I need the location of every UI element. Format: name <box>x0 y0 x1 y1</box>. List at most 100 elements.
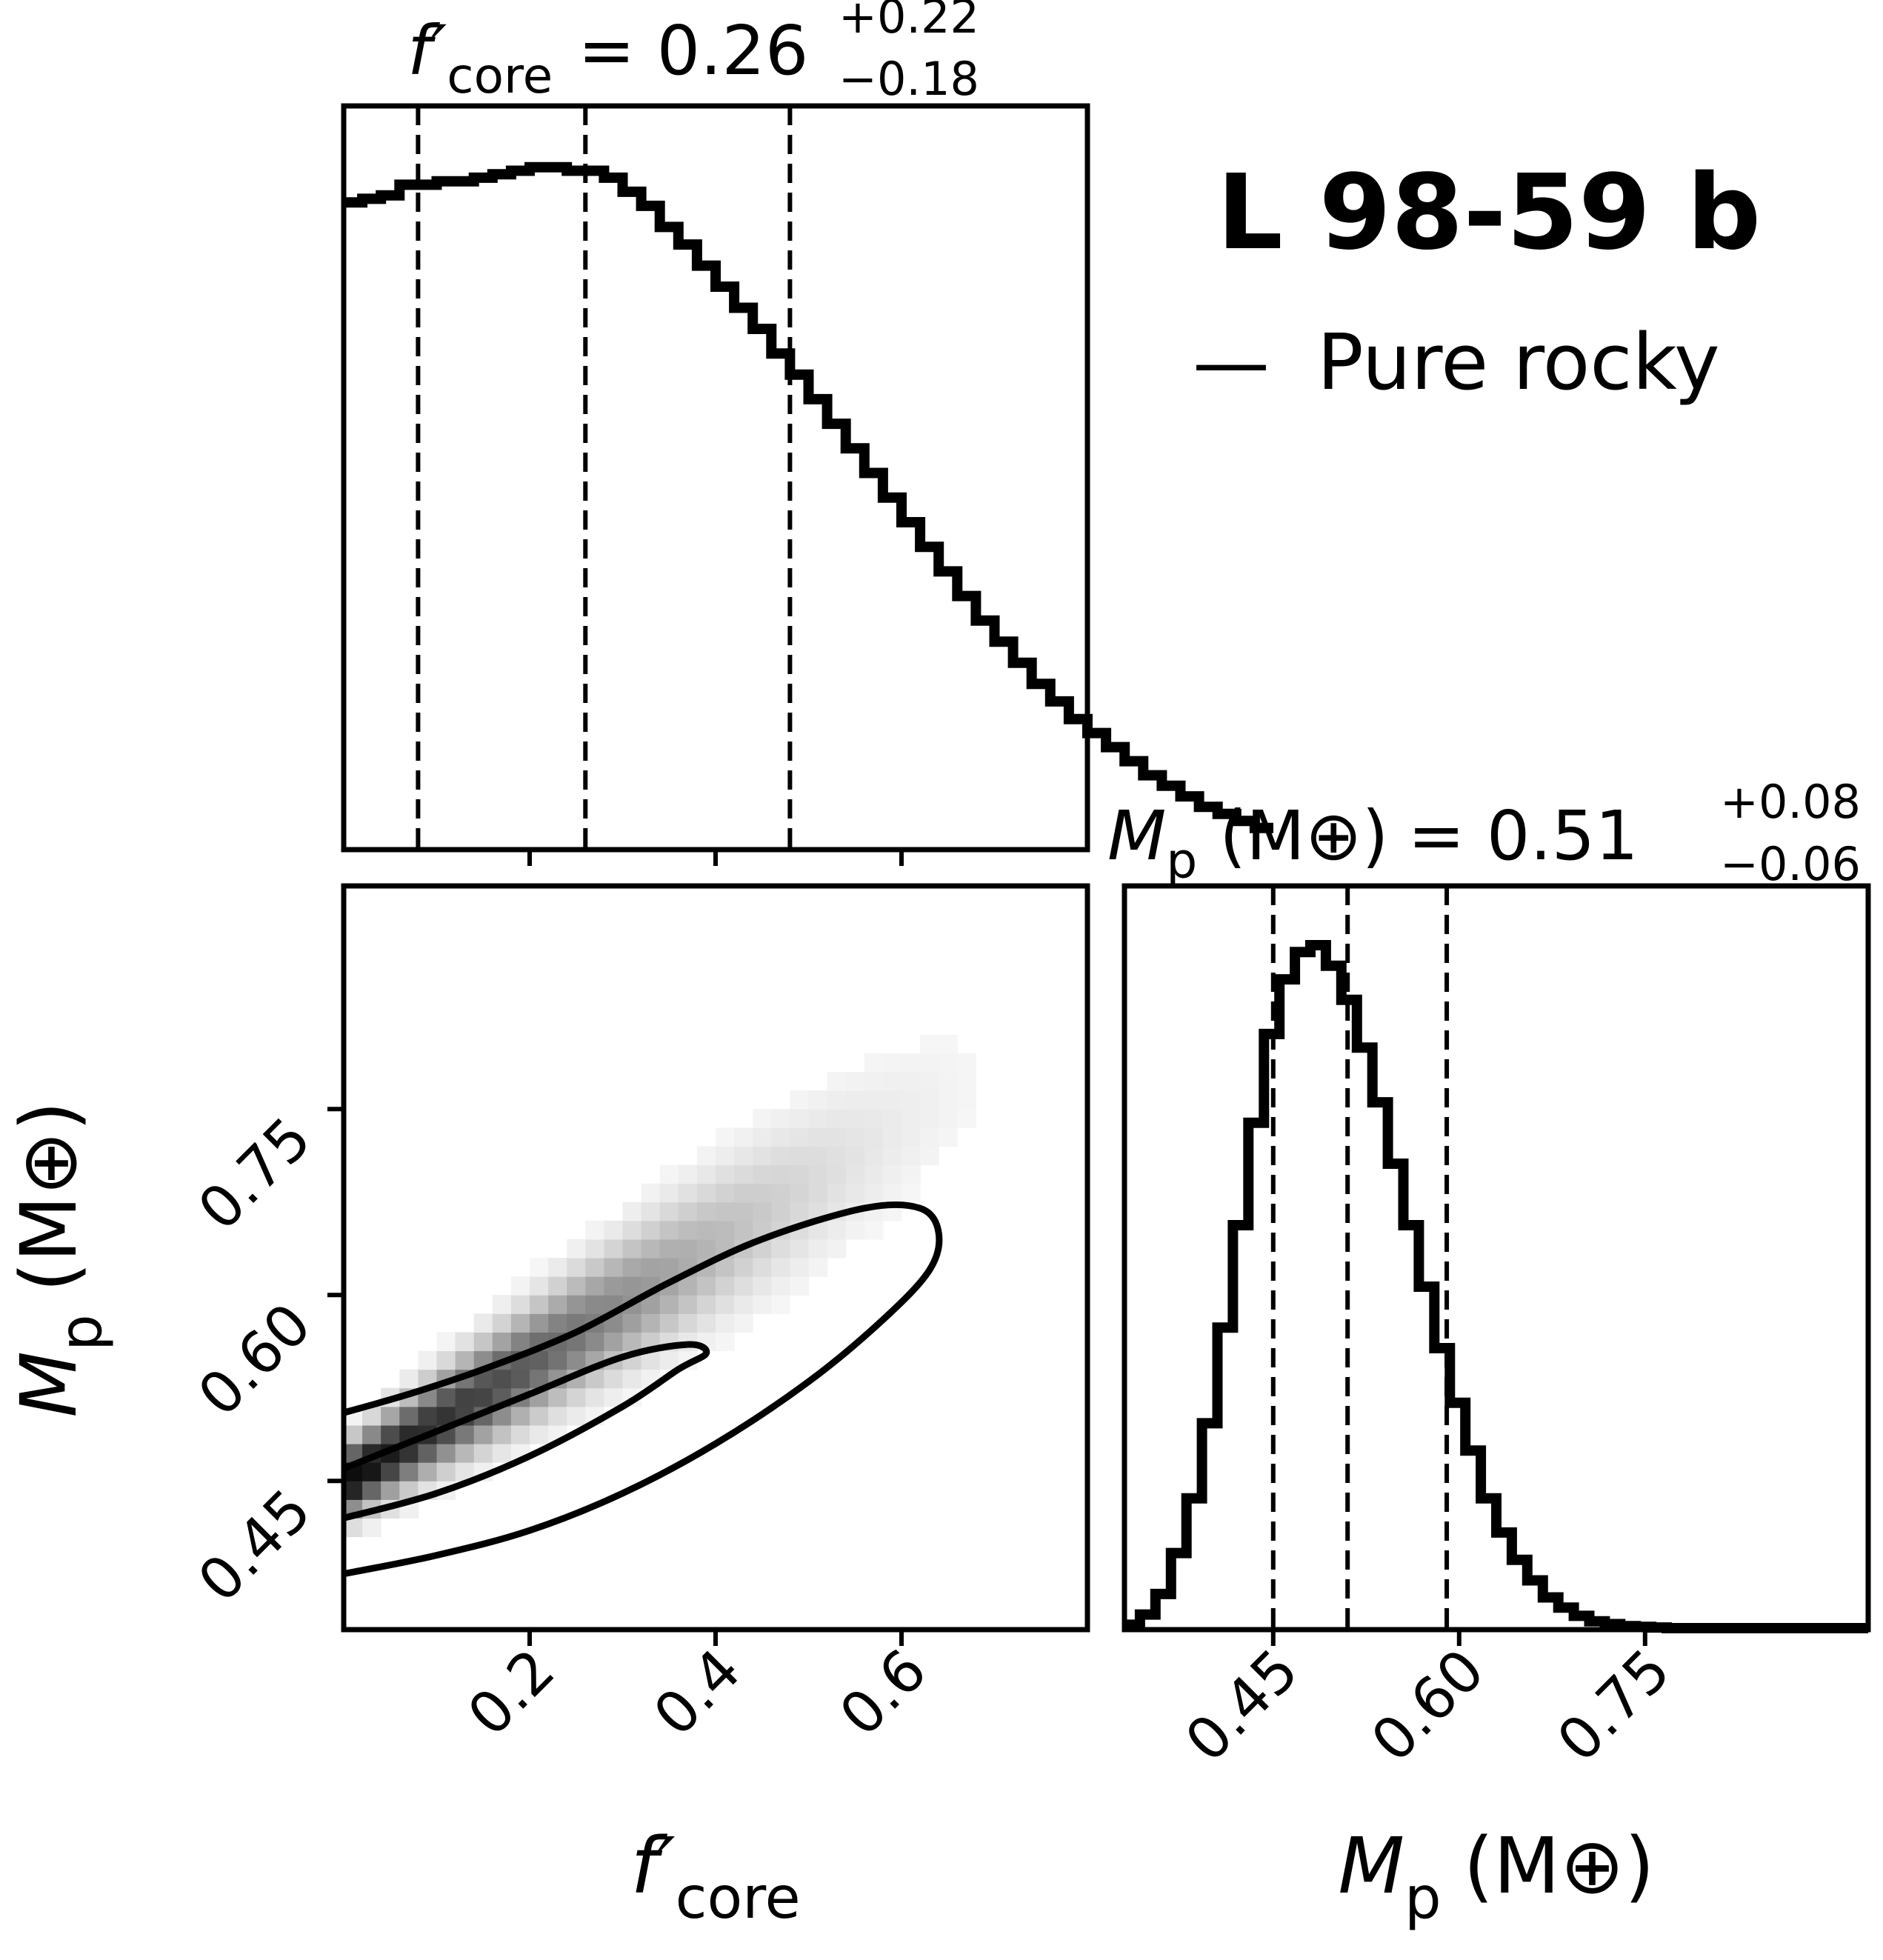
heatmap-cell <box>920 1034 939 1054</box>
mp-xtick-label-1: 0.60 <box>1359 1637 1497 1775</box>
heatmap-cell <box>734 1164 753 1184</box>
heatmap-cell <box>622 1313 642 1333</box>
heatmap-cell <box>845 1220 865 1240</box>
fcore-title-subscript: core <box>447 47 553 104</box>
heatmap-cell <box>530 1295 549 1314</box>
heatmap-cell <box>790 1164 810 1184</box>
heatmap-cell <box>845 1164 865 1184</box>
heatmap-cell <box>845 1127 865 1147</box>
heatmap-cell <box>920 1146 939 1166</box>
mp-x-axis-symbol: M <box>1338 1821 1404 1911</box>
joint-ytick-label-2: 0.75 <box>186 1105 324 1243</box>
heatmap-cell <box>790 1258 810 1277</box>
heatmap-cell <box>567 1406 586 1426</box>
mp-title-err-minus: −0.06 <box>1720 837 1861 891</box>
heatmap-cell <box>753 1183 772 1203</box>
heatmap-cell <box>957 1053 976 1073</box>
heatmap-cell <box>808 1183 828 1203</box>
mp-histogram-panel: 0.45 0.60 0.75 Mp (M⊕) = 0.51 +0.08 −0.06 Mp… <box>1107 775 1871 1932</box>
heatmap-cell <box>734 1146 753 1166</box>
heatmap-cell <box>771 1109 790 1128</box>
heatmap-cell <box>882 1127 902 1147</box>
heatmap-cell <box>753 1276 772 1296</box>
heatmap-cell <box>678 1295 698 1314</box>
mp-xtick-label-0: 0.45 <box>1173 1637 1311 1775</box>
heatmap-cell <box>399 1406 419 1426</box>
heatmap-cell <box>882 1146 902 1166</box>
heatmap-cell <box>716 1183 735 1203</box>
heatmap-cell <box>771 1201 790 1221</box>
joint-xtick-label-0: 0.2 <box>456 1637 567 1749</box>
heatmap-cell <box>734 1220 753 1240</box>
fcore-title-err-plus: +0.22 <box>839 0 979 44</box>
heatmap-cell <box>696 1239 716 1259</box>
heatmap-cell <box>939 1053 958 1073</box>
heatmap-cell <box>659 1183 679 1203</box>
heatmap-cell <box>827 1127 847 1147</box>
joint-ytick-label-1: 0.60 <box>186 1291 324 1429</box>
heatmap-cell <box>734 1295 753 1314</box>
heatmap-cell <box>622 1220 642 1240</box>
heatmap-cell <box>641 1220 661 1240</box>
heatmap-cell <box>901 1127 921 1147</box>
heatmap-cell <box>455 1444 475 1463</box>
heatmap-cell <box>641 1258 661 1277</box>
heatmap-cell <box>548 1313 567 1333</box>
heatmap-cell <box>920 1072 939 1091</box>
heatmap-cell <box>920 1109 939 1128</box>
joint-x-axis-subscript: core <box>676 1865 801 1932</box>
heatmap-cell <box>530 1276 549 1296</box>
heatmap-cell <box>790 1276 810 1296</box>
heatmap-cell <box>492 1332 512 1352</box>
heatmap-cell <box>790 1201 810 1221</box>
heatmap-cell <box>641 1183 661 1203</box>
mp-title-value: = 0.51 <box>1408 796 1639 876</box>
fcore-panel-frame <box>341 103 1090 853</box>
joint-x-axis-symbol: f′ <box>630 1821 675 1911</box>
heatmap-cell <box>734 1276 753 1296</box>
joint-y-axis-label: Mp (M⊕) <box>4 1101 115 1417</box>
heatmap-cell <box>418 1462 438 1481</box>
heatmap-cell <box>473 1424 493 1444</box>
heatmap-cell <box>845 1072 865 1091</box>
heatmap-cell <box>696 1295 716 1314</box>
inner-contour <box>344 1341 710 1521</box>
heatmap-cell <box>827 1164 847 1184</box>
heatmap-cell <box>567 1258 586 1277</box>
heatmap-cell <box>771 1239 790 1259</box>
heatmap-cell <box>771 1127 790 1147</box>
heatmap-cell <box>381 1462 400 1481</box>
heatmap-cell <box>362 1481 381 1500</box>
heatmap-cell <box>344 1424 363 1444</box>
mp-x-axis-label: Mp (M⊕) <box>1338 1821 1654 1932</box>
heatmap-cell <box>957 1109 976 1128</box>
heatmap-cell <box>716 1220 735 1240</box>
heatmap-cell <box>473 1444 493 1463</box>
heatmap-cell <box>882 1109 902 1128</box>
legend: — Pure rocky <box>1193 317 1720 407</box>
heatmap-cell <box>585 1276 604 1296</box>
heatmap-cell <box>548 1350 567 1370</box>
heatmap-cell <box>827 1239 847 1259</box>
heatmap-cell <box>734 1258 753 1277</box>
heatmap-cell <box>510 1406 530 1426</box>
heatmap-cell <box>901 1109 921 1128</box>
heatmap-cell <box>604 1220 624 1240</box>
heatmap-cell <box>567 1239 586 1259</box>
heatmap-cell <box>659 1239 679 1259</box>
heatmap-cell <box>530 1406 549 1426</box>
heatmap-cell <box>381 1406 400 1426</box>
heatmap-cell <box>920 1090 939 1110</box>
heatmap-cell <box>790 1090 810 1110</box>
heatmap-cell <box>473 1332 493 1352</box>
heatmap-cell <box>864 1090 884 1110</box>
heatmap-cell <box>585 1332 604 1352</box>
heatmap-cell <box>530 1313 549 1333</box>
heatmap-cell <box>901 1146 921 1166</box>
planet-label: L 98-59 b <box>1217 153 1762 273</box>
joint-x-axis-label: f′core <box>630 1821 800 1932</box>
heatmap-cell <box>641 1239 661 1259</box>
fcore-title-value: = 0.26 <box>578 11 808 90</box>
heatmap-cell <box>436 1332 456 1352</box>
mp-title-symbol: M <box>1107 796 1166 876</box>
